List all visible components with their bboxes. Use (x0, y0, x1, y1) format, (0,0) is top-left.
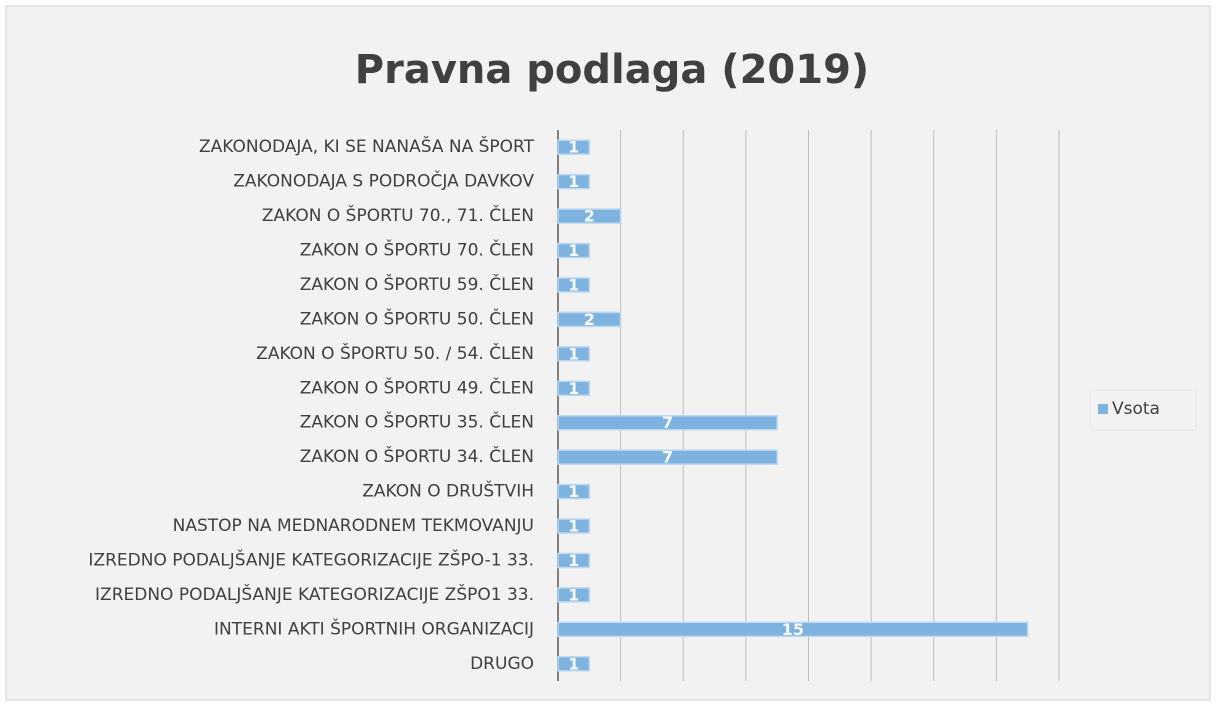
bar (557, 483, 591, 500)
data-label: 1 (568, 551, 579, 570)
data-label: 1 (568, 585, 579, 604)
bar (557, 552, 591, 569)
bar (557, 656, 591, 672)
data-label: 2 (584, 207, 595, 226)
y-tick-label: ZAKON O ŠPORTU 59. ČLEN (300, 273, 534, 295)
legend-label: Vsota (1112, 399, 1160, 419)
bar (557, 587, 591, 603)
bar (557, 242, 591, 259)
bar (557, 346, 591, 362)
y-tick-label: INTERNI AKTI ŠPORTNIH ORGANIZACIJ (214, 617, 534, 639)
data-label: 1 (568, 379, 579, 398)
data-label: 7 (662, 413, 673, 432)
bar (557, 621, 1029, 638)
bar (557, 139, 591, 155)
data-label: 1 (568, 517, 579, 536)
data-label: 2 (584, 310, 595, 329)
y-tick-label: IZREDNO PODALJŠANJE KATEGORIZACIJE ZŠPO-… (88, 548, 534, 570)
y-tick-label: ZAKON O DRUŠTVIH (362, 480, 534, 502)
data-label: 1 (568, 241, 579, 260)
legend-swatch (1098, 404, 1108, 414)
data-label: 7 (662, 448, 673, 467)
data-label: 1 (568, 482, 579, 501)
bar (557, 173, 591, 190)
bar (557, 449, 778, 465)
data-label: 1 (568, 172, 579, 191)
data-label: 1 (568, 275, 579, 294)
bar (557, 380, 591, 397)
y-tick-label: DRUGO (470, 654, 534, 674)
y-tick-label: ZAKON O ŠPORTU 70., 71. ČLEN (262, 204, 534, 226)
data-label: 1 (568, 654, 579, 673)
bar (557, 277, 591, 293)
y-tick-label: NASTOP NA MEDNARODNEM TEKMOVANJU (173, 516, 534, 536)
data-label: 1 (568, 344, 579, 363)
y-tick-label: ZAKONODAJA, KI SE NANAŠA NA ŠPORT (199, 135, 535, 157)
y-tick-label: ZAKON O ŠPORTU 50. ČLEN (300, 307, 534, 329)
bar (557, 208, 622, 224)
y-tick-label: ZAKON O ŠPORTU 50. / 54. ČLEN (256, 342, 534, 364)
y-tick-label: ZAKON O ŠPORTU 35. ČLEN (300, 411, 534, 433)
y-tick-label: ZAKON O ŠPORTU 49. ČLEN (300, 376, 534, 398)
chart-background (5, 5, 1211, 701)
data-label: 15 (782, 620, 804, 639)
y-tick-label: IZREDNO PODALJŠANJE KATEGORIZACIJE ZŠPO1… (95, 583, 534, 605)
bar (557, 311, 622, 328)
y-tick-label: ZAKON O ŠPORTU 34. ČLEN (300, 445, 534, 467)
y-tick-label: ZAKON O ŠPORTU 70. ČLEN (300, 239, 534, 261)
bar (557, 414, 778, 431)
chart-title: Pravna podlaga (2019) (355, 47, 869, 93)
bar (557, 518, 591, 534)
data-label: 1 (568, 138, 579, 157)
y-tick-label: ZAKONODAJA S PODROČJA DAVKOV (233, 170, 534, 192)
